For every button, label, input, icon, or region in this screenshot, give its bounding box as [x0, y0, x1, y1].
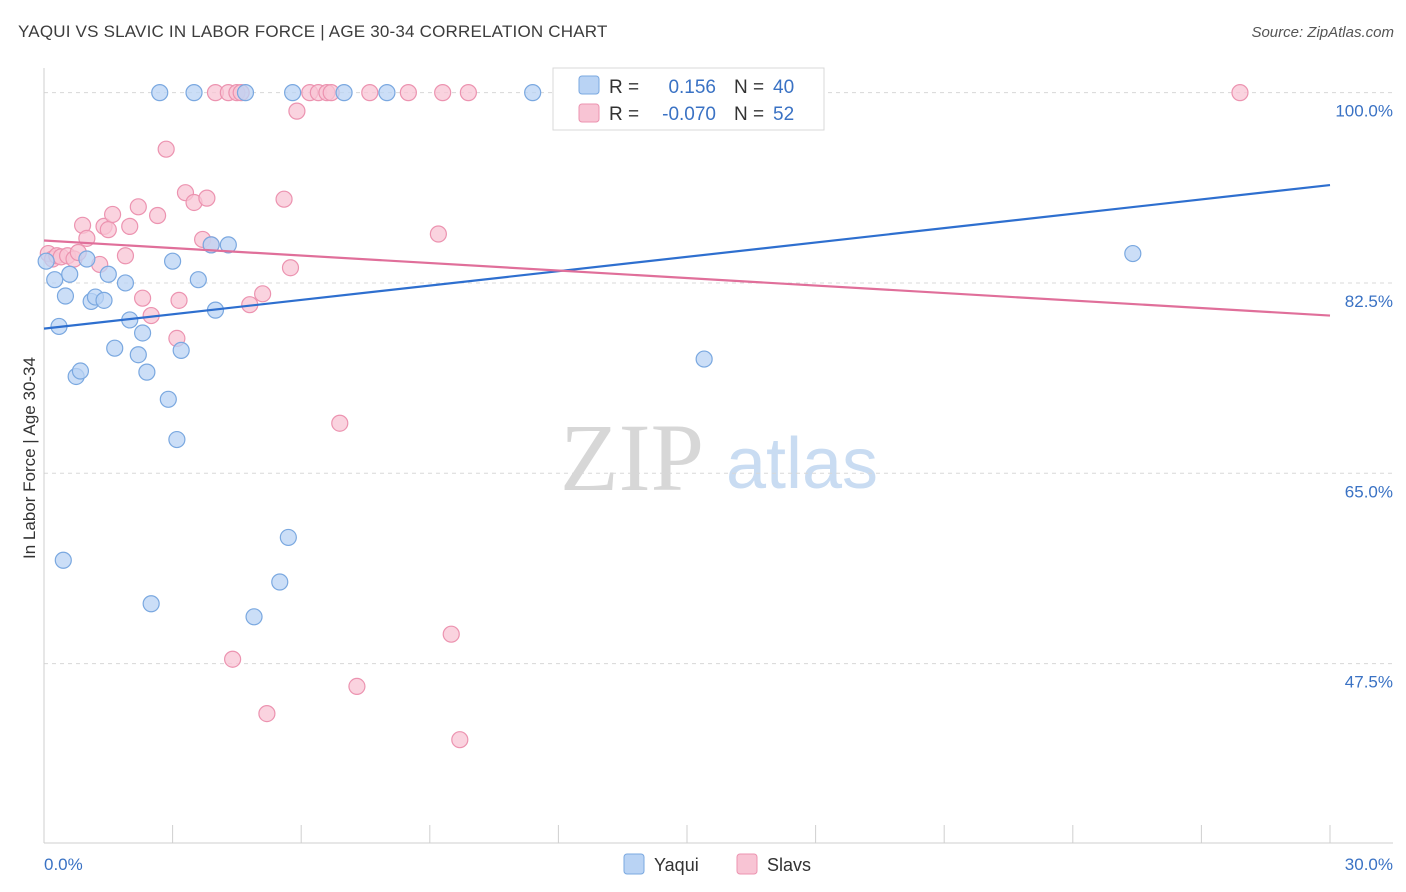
watermark-zip: ZIP — [560, 404, 704, 511]
yaqui-point — [695, 350, 713, 368]
yaqui-point — [46, 271, 64, 289]
watermark: ZIP atlas — [560, 404, 878, 511]
slavs-point — [281, 259, 300, 277]
slavs-point — [288, 102, 306, 120]
slavs-point — [129, 198, 147, 216]
y-tick-label: 65.0% — [1345, 482, 1393, 501]
slavs-point — [121, 217, 139, 235]
legend-r-label-yaqui: R = — [609, 77, 639, 98]
yaqui-point — [202, 236, 220, 254]
correlation-legend: R = 0.156 N = 40 R = -0.070 N = 52 — [552, 67, 825, 131]
slavs-point — [429, 225, 447, 243]
yaqui-point — [54, 551, 72, 569]
watermark-atlas: atlas — [726, 424, 878, 504]
y-tick-label: 47.5% — [1345, 673, 1393, 692]
slavs-point — [1231, 84, 1249, 102]
yaqui-point — [142, 595, 160, 613]
yaqui-point — [284, 84, 302, 102]
yaqui-point — [56, 287, 75, 305]
legend-n-label-slavs: N = — [734, 104, 764, 125]
slavs-point — [99, 221, 117, 239]
x-tick-label-right: 30.0% — [1345, 855, 1393, 874]
yaqui-point — [279, 528, 297, 547]
slavs-point — [275, 190, 293, 208]
slavs-point — [116, 247, 135, 265]
y-axis-title: In Labor Force | Age 30-34 — [20, 357, 39, 559]
slavs-point — [198, 189, 216, 207]
series-legend-label-yaqui: Yaqui — [654, 855, 699, 875]
slavs-point — [258, 704, 276, 723]
chart-title: YAQUI VS SLAVIC IN LABOR FORCE | AGE 30-… — [18, 22, 608, 41]
yaqui-point — [138, 363, 156, 381]
slavs-point — [459, 84, 477, 102]
yaqui-point — [524, 84, 542, 102]
trend-lines — [43, 183, 1331, 330]
yaqui-point — [172, 341, 190, 359]
yaqui-point — [185, 84, 203, 102]
series-legend: Yaqui Slavs — [623, 853, 811, 875]
yaqui-point — [159, 390, 177, 408]
slavs-point — [157, 140, 175, 158]
yaqui-point — [189, 271, 207, 289]
legend-swatch-slavs — [578, 103, 600, 123]
series-legend-swatch-slavs — [736, 853, 758, 875]
yaqui-point — [116, 274, 135, 292]
legend-r-value-yaqui: 0.156 — [668, 77, 716, 98]
slavs-point — [170, 291, 188, 309]
yaqui-point — [335, 84, 353, 102]
slavs-trend-line — [43, 239, 1331, 317]
yaqui-point — [95, 291, 113, 309]
yaqui-point — [129, 346, 147, 364]
yaqui-point — [37, 252, 55, 270]
slavs-point — [224, 650, 242, 668]
y-tick-label: 82.5% — [1345, 292, 1393, 311]
slavs-point — [103, 205, 122, 224]
y-tick-labels: 100.0% 82.5% 65.0% 47.5% — [1335, 102, 1393, 692]
legend-n-value-yaqui: 40 — [773, 77, 794, 98]
data-points — [37, 84, 1249, 749]
yaqui-point — [236, 84, 255, 102]
slavs-point — [399, 84, 417, 102]
series-legend-swatch-yaqui — [623, 853, 645, 875]
slavs-point — [133, 289, 152, 307]
gridlines — [44, 92, 1393, 665]
yaqui-point — [99, 265, 117, 283]
yaqui-point — [168, 430, 186, 449]
yaqui-point — [271, 573, 289, 591]
yaqui-point — [245, 608, 263, 626]
x-tick-label-left: 0.0% — [44, 855, 83, 874]
yaqui-point — [219, 236, 237, 254]
slavs-point — [331, 414, 349, 432]
legend-r-value-slavs: -0.070 — [662, 104, 716, 125]
series-legend-label-slavs: Slavs — [767, 855, 811, 875]
yaqui-point — [164, 252, 182, 270]
source-label: Source: ZipAtlas.com — [1251, 24, 1394, 41]
yaqui-point — [151, 84, 169, 102]
yaqui-point — [133, 324, 152, 342]
legend-swatch-yaqui — [578, 75, 600, 95]
slavs-point — [148, 206, 167, 225]
y-tick-label: 100.0% — [1335, 102, 1393, 121]
yaqui-point — [71, 362, 90, 380]
yaqui-point — [106, 339, 124, 357]
yaqui-trend-line — [43, 183, 1331, 330]
slavs-point — [254, 285, 272, 303]
legend-n-value-slavs: 52 — [773, 104, 794, 125]
yaqui-point — [378, 84, 396, 102]
slavs-point — [442, 625, 460, 643]
slavs-point — [434, 84, 452, 102]
yaqui-point — [61, 265, 79, 283]
legend-r-label-slavs: R = — [609, 104, 639, 125]
yaqui-point — [78, 250, 96, 268]
slavs-point — [348, 677, 366, 696]
axes — [43, 68, 1393, 844]
slavs-point — [451, 731, 469, 749]
legend-n-label-yaqui: N = — [734, 77, 764, 98]
yaqui-point — [1124, 244, 1142, 263]
slavs-point — [361, 84, 379, 102]
